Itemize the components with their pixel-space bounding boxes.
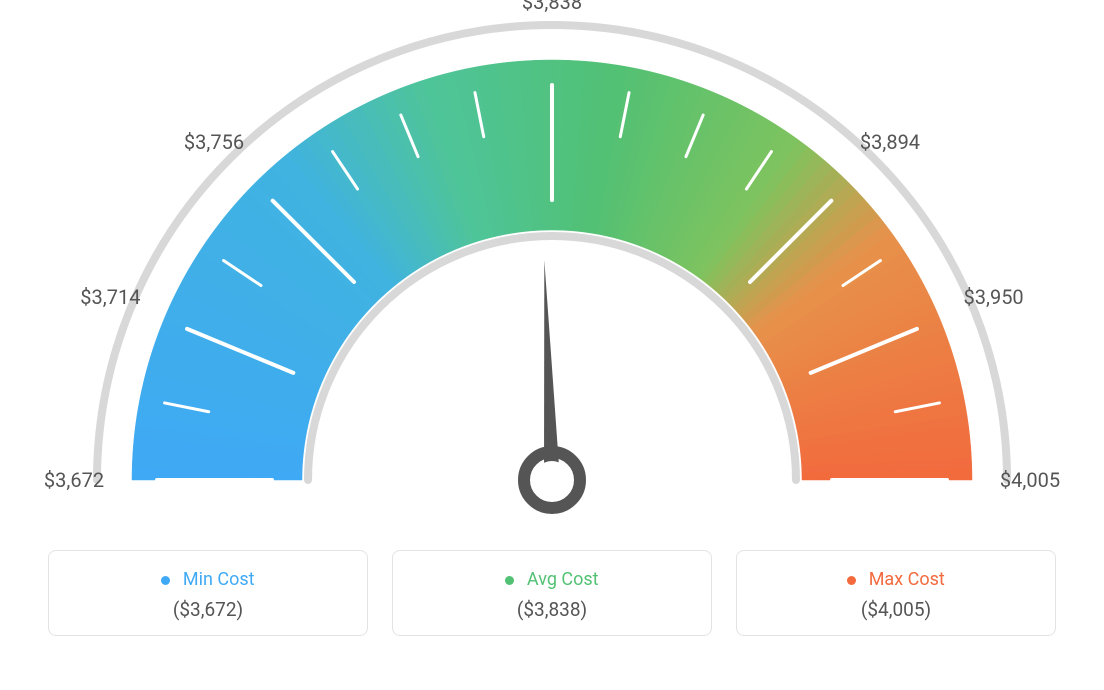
- summary-cards-row: Min Cost ($3,672) Avg Cost ($3,838) Max …: [0, 540, 1104, 636]
- gauge-tick-label: $3,950: [964, 285, 1024, 309]
- min-cost-value: ($3,672): [59, 598, 357, 621]
- min-cost-card: Min Cost ($3,672): [48, 550, 368, 636]
- gauge-tick-label: $3,894: [860, 130, 920, 154]
- avg-cost-title: Avg Cost: [527, 569, 599, 590]
- max-cost-dot-icon: [847, 576, 856, 585]
- avg-cost-title-row: Avg Cost: [403, 569, 701, 590]
- gauge-tick-label: $3,756: [184, 130, 244, 154]
- gauge-tick-label: $4,005: [1000, 468, 1060, 492]
- cost-gauge: $3,672 $3,714 $3,756 $3,838 $3,894 $3,950 $4,0…: [0, 0, 1104, 540]
- min-cost-dot-icon: [161, 576, 170, 585]
- min-cost-title-row: Min Cost: [59, 569, 357, 590]
- gauge-svg: [0, 0, 1104, 540]
- avg-cost-dot-icon: [505, 576, 514, 585]
- min-cost-title: Min Cost: [183, 569, 255, 590]
- max-cost-title-row: Max Cost: [747, 569, 1045, 590]
- max-cost-card: Max Cost ($4,005): [736, 550, 1056, 636]
- gauge-tick-label: $3,714: [80, 285, 140, 309]
- max-cost-title: Max Cost: [869, 569, 945, 590]
- gauge-tick-label: $3,838: [522, 0, 582, 14]
- avg-cost-card: Avg Cost ($3,838): [392, 550, 712, 636]
- gauge-tick-label: $3,672: [44, 468, 104, 492]
- max-cost-value: ($4,005): [747, 598, 1045, 621]
- avg-cost-value: ($3,838): [403, 598, 701, 621]
